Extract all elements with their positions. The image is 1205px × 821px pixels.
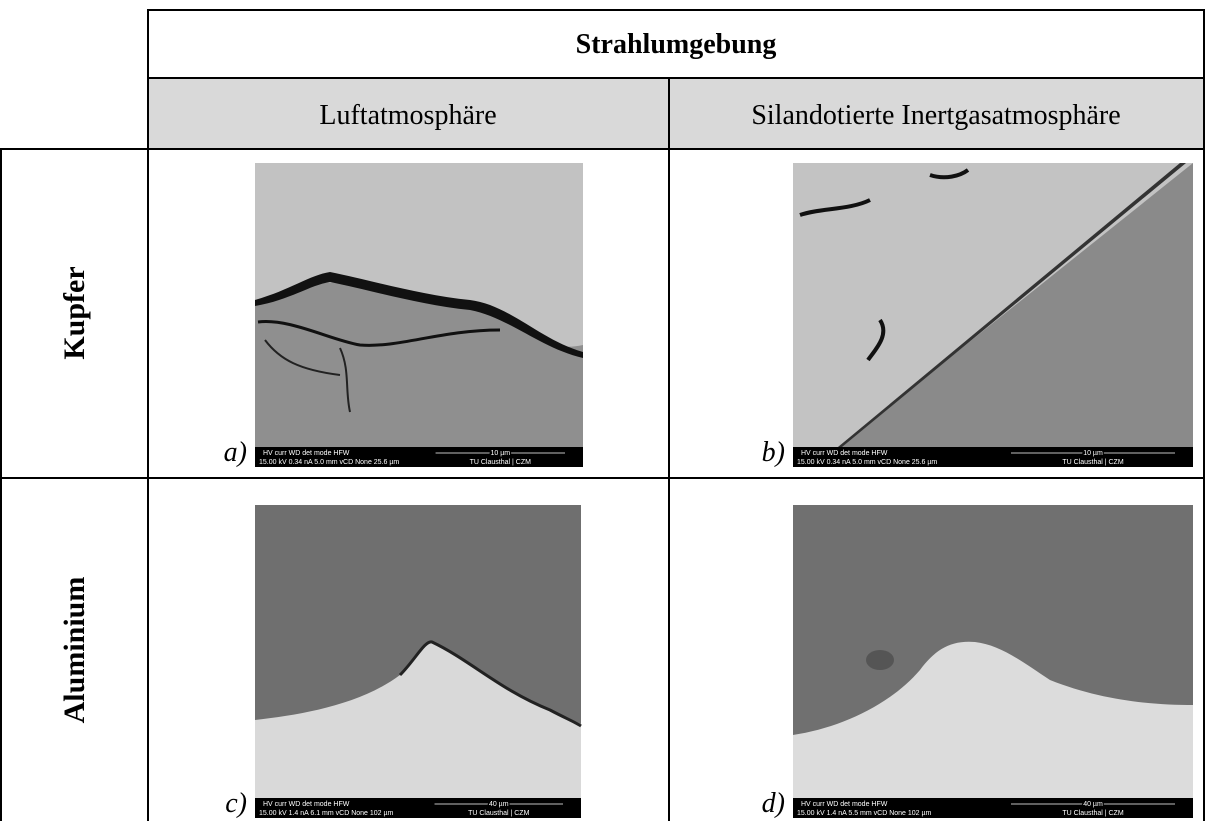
panel-label: b) [762, 437, 785, 468]
sem-image-d [793, 505, 1193, 798]
info-params: 15.00 kV 0.34 nA 5.0 mm vCD None 25.6 µm [797, 459, 937, 466]
info-params: 15.00 kV 1.4 nA 6.1 mm vCD None 102 µm [259, 810, 394, 817]
figure-table: Strahlumgebung Luftatmosphäre Silandotie… [0, 0, 1205, 821]
scale-label: 10 µm [490, 450, 510, 457]
panel-label: d) [762, 788, 785, 819]
column-header: Luftatmosphäre [319, 100, 496, 131]
info-fields: HV curr WD det mode HFW [801, 801, 888, 808]
sem-image-b [793, 163, 1193, 467]
row-label: Aluminium [58, 577, 91, 724]
sem-image-a [255, 163, 583, 467]
info-fields: HV curr WD det mode HFW [263, 801, 350, 808]
org-label: TU Clausthal | CZM [468, 810, 529, 817]
info-params: 15.00 kV 0.34 nA 5.0 mm vCD None 25.6 µm [259, 459, 399, 466]
org-label: TU Clausthal | CZM [1062, 810, 1123, 817]
scale-label: 40 µm [1083, 801, 1103, 808]
info-fields: HV curr WD det mode HFW [263, 450, 350, 457]
scale-label: 10 µm [1083, 450, 1103, 457]
table-title: Strahlumgebung [576, 29, 777, 60]
org-label: TU Clausthal | CZM [470, 459, 531, 466]
row-label: Kupfer [58, 266, 91, 359]
panel-label: a) [224, 437, 247, 468]
sem-image-c [255, 505, 581, 798]
info-params: 15.00 kV 1.4 nA 5.5 mm vCD None 102 µm [797, 810, 932, 817]
column-header: Silandotierte Inertgasatmosphäre [751, 100, 1120, 131]
info-fields: HV curr WD det mode HFW [801, 450, 888, 457]
scale-label: 40 µm [489, 801, 509, 808]
org-label: TU Clausthal | CZM [1062, 459, 1123, 466]
panel-label: c) [225, 788, 247, 819]
